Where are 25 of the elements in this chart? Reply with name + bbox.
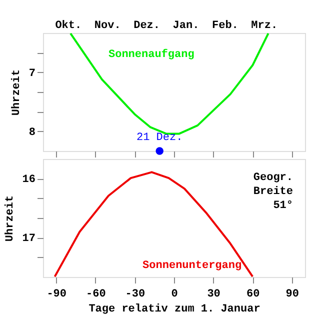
text: Feb. bbox=[212, 20, 238, 32]
series-label: Sonnenaufgang bbox=[108, 48, 194, 62]
y-axis-title: Uhrzeit bbox=[4, 195, 16, 242]
x-tick-label: 90 bbox=[286, 288, 299, 300]
text: Mrz. bbox=[251, 20, 278, 32]
y-tick-label: 8 bbox=[28, 126, 36, 139]
x-tick-label: 30 bbox=[207, 288, 220, 300]
text: Dez. bbox=[134, 20, 160, 32]
text: Nov. bbox=[94, 20, 121, 32]
series-label: Sonnenuntergang bbox=[142, 260, 242, 272]
y-tick-label: 17 bbox=[22, 233, 36, 246]
x-tick-label: 0 bbox=[171, 288, 178, 300]
series-label: 21 Dez. bbox=[136, 132, 183, 144]
line-series bbox=[54, 171, 254, 277]
y-tick-label: 7 bbox=[28, 68, 36, 80]
x-tick-label: 60 bbox=[246, 288, 260, 300]
x-tick-label: -60 bbox=[86, 288, 106, 300]
x-tick-label: -30 bbox=[125, 288, 146, 300]
x-tick-label: -90 bbox=[46, 288, 67, 300]
x-axis-title: Tage relativ zum 1. Januar bbox=[88, 304, 260, 316]
y-tick-label: 16 bbox=[22, 174, 36, 186]
annotation: Geogr. Breite 51° bbox=[253, 172, 294, 212]
text: Okt. bbox=[55, 20, 82, 32]
text: Jan. bbox=[172, 20, 200, 32]
y-axis-title: Uhrzeit bbox=[10, 69, 23, 116]
